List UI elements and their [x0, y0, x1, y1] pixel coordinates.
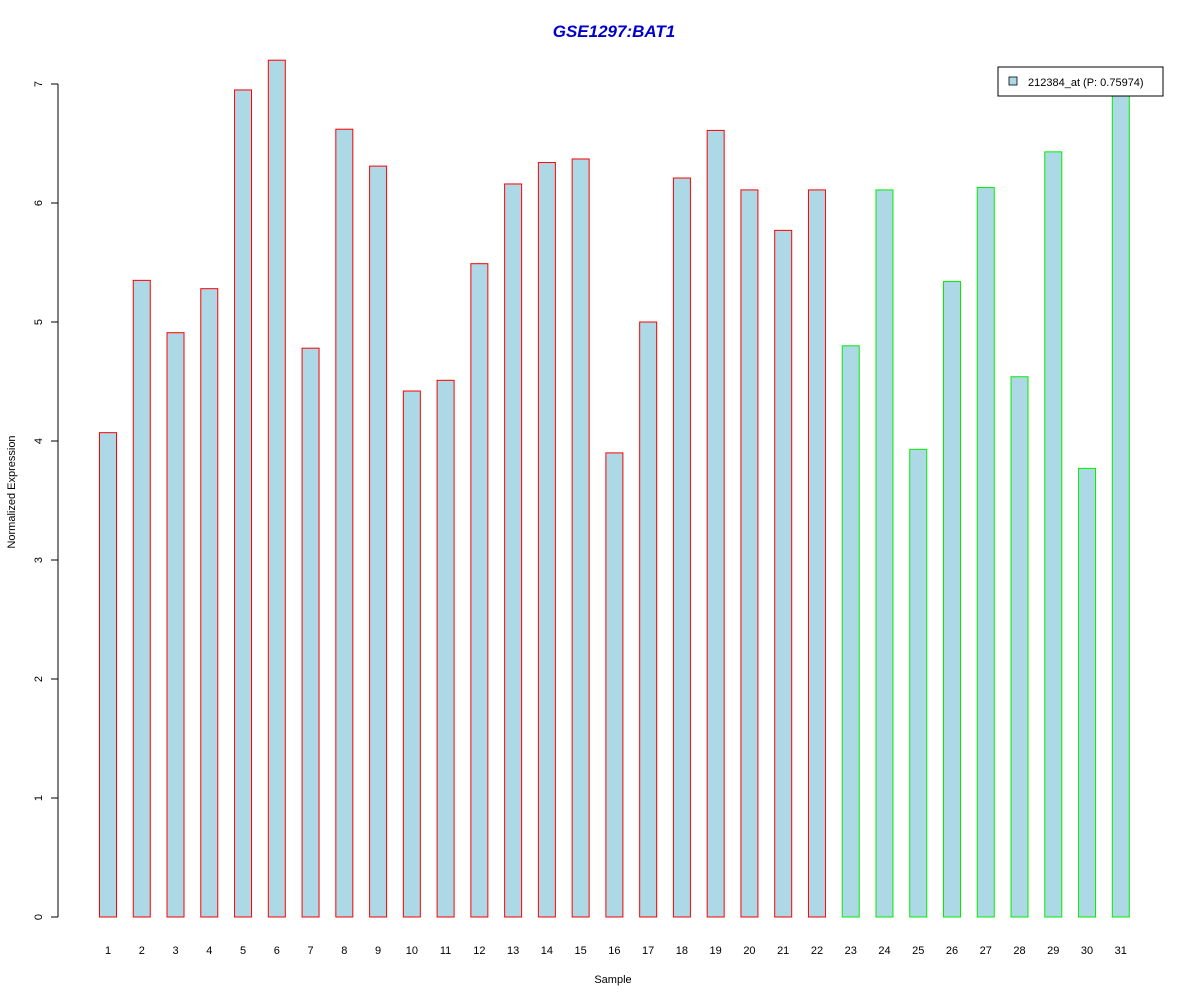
bar-sample-2: [132, 279, 151, 918]
bar-sample-19: [706, 129, 725, 918]
legend-label: 212384_at (P: 0.75974): [1028, 77, 1144, 89]
bar-sample-30: [1078, 467, 1097, 918]
x-tick-label: 28: [1013, 945, 1025, 957]
x-tick-label: 26: [946, 945, 958, 957]
y-tick-label: 2: [33, 676, 45, 682]
x-tick-label: 22: [811, 945, 823, 957]
x-tick-label: 4: [206, 945, 212, 957]
x-tick-label: 12: [473, 945, 485, 957]
x-tick-label: 8: [341, 945, 347, 957]
legend-box: [997, 66, 1164, 97]
x-tick-label: 30: [1081, 945, 1093, 957]
y-tick-label: 6: [33, 200, 45, 206]
x-tick-label: 10: [406, 945, 418, 957]
x-tick-label: 18: [676, 945, 688, 957]
chart-title: GSE1297:BAT1: [553, 22, 676, 41]
y-tick-label: 3: [33, 557, 45, 563]
x-tick-label: 24: [878, 945, 890, 957]
bar-sample-26: [943, 281, 961, 918]
bar-sample-16: [605, 452, 624, 918]
bar-sample-14: [537, 162, 556, 918]
bar-sample-9: [369, 165, 388, 918]
x-tick-label: 9: [375, 945, 381, 957]
x-tick-label: 15: [575, 945, 587, 957]
x-tick-label: 27: [980, 945, 992, 957]
bar-sample-1: [99, 432, 117, 918]
bar-sample-28: [1010, 376, 1029, 918]
bar-sample-21: [774, 229, 793, 918]
x-tick-label: 31: [1115, 945, 1127, 957]
y-tick-label: 7: [33, 81, 45, 87]
x-tick-label: 7: [307, 945, 313, 957]
y-tick-label: 5: [33, 319, 45, 325]
bar-sample-17: [639, 321, 658, 918]
x-tick-label: 3: [172, 945, 178, 957]
x-tick-label: 14: [541, 945, 553, 957]
x-tick-label: 1: [105, 945, 111, 957]
bar-sample-23: [841, 345, 860, 918]
bar-sample-4: [200, 288, 219, 918]
bar-sample-24: [875, 189, 894, 918]
x-tick-label: 5: [240, 945, 246, 957]
x-tick-label: 25: [912, 945, 924, 957]
bar-sample-25: [909, 448, 928, 918]
y-tick-label: 1: [33, 795, 45, 801]
y-tick-label: 4: [33, 438, 45, 444]
legend: 212384_at (P: 0.75974): [997, 66, 1164, 97]
y-axis: 0 1 2 3 4 5 6 7: [33, 81, 59, 920]
bar-sample-31: [1111, 91, 1130, 918]
bar-sample-13: [504, 183, 523, 918]
x-tick-label: 23: [845, 945, 857, 957]
x-tick-label: 6: [274, 945, 280, 957]
bar-sample-27: [976, 187, 995, 918]
x-tick-label: 2: [139, 945, 145, 957]
bar-sample-5: [234, 89, 253, 918]
bar-sample-10: [402, 390, 421, 918]
bar-sample-7: [301, 347, 320, 918]
y-axis-label: Normalized Expression: [6, 435, 18, 548]
bar-sample-3: [166, 332, 185, 918]
x-tick-label: 13: [507, 945, 519, 957]
x-axis-label: Sample: [594, 974, 631, 986]
x-tick-label: 29: [1047, 945, 1059, 957]
bar-sample-8: [335, 128, 354, 918]
bar-sample-15: [571, 158, 590, 918]
bar-sample-20: [740, 189, 759, 918]
bar-sample-29: [1044, 151, 1063, 918]
x-tick-label: 20: [743, 945, 755, 957]
bar-sample-12: [470, 263, 489, 918]
x-tick-label: 21: [777, 945, 789, 957]
x-tick-label: 16: [608, 945, 620, 957]
x-tick-label: 19: [710, 945, 722, 957]
bar-sample-11: [436, 379, 455, 918]
bars-group: [99, 59, 1130, 918]
legend-swatch: [1008, 76, 1018, 86]
y-tick-label: 0: [33, 914, 45, 920]
x-tick-label: 17: [642, 945, 654, 957]
bar-sample-18: [672, 177, 691, 918]
x-axis: 1 2 3 4 5 6 7 8 9 10 11 12 13 14 15 16 17 18 19 20 21 22 23 24 2…: [105, 945, 1127, 957]
bar-sample-22: [807, 189, 826, 918]
bar-sample-6: [267, 59, 286, 918]
x-tick-label: 11: [440, 945, 451, 957]
